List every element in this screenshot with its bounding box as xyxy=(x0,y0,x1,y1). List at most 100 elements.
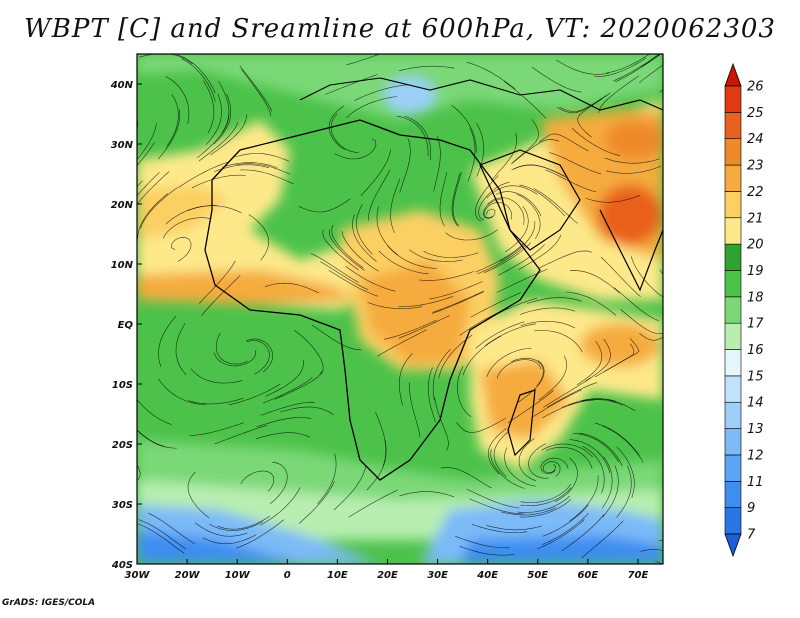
colorbar-box xyxy=(724,401,742,429)
y-tick-label: 40N xyxy=(110,80,134,91)
coastline-madagascar xyxy=(507,389,536,457)
streamline xyxy=(542,461,561,477)
streamline xyxy=(519,307,575,315)
streamline xyxy=(178,161,229,188)
streamline xyxy=(478,181,510,221)
streamline xyxy=(594,343,635,378)
streamline xyxy=(240,470,275,492)
colorbar-label: 19 xyxy=(747,264,764,279)
streamline xyxy=(546,382,598,408)
colorbar-box xyxy=(724,138,742,166)
colorbar-label: 22 xyxy=(747,185,764,200)
streamline xyxy=(554,457,578,502)
streamline xyxy=(546,446,593,469)
streamline xyxy=(367,169,391,221)
streamline xyxy=(190,368,243,384)
x-tick-label: 30W xyxy=(125,570,151,581)
streamline xyxy=(215,332,248,365)
colorbar-bottom-triangle xyxy=(724,533,742,558)
streamline xyxy=(569,475,599,522)
streamline xyxy=(378,250,429,274)
streamline xyxy=(398,65,455,71)
streamline xyxy=(137,171,170,206)
streamline xyxy=(409,249,463,262)
streamline xyxy=(462,335,502,376)
streamline xyxy=(137,523,185,554)
streamline xyxy=(137,123,157,161)
streamline xyxy=(475,321,525,349)
colorbar-label: 21 xyxy=(747,211,764,226)
streamline xyxy=(399,491,455,498)
streamline xyxy=(491,132,517,181)
streamline xyxy=(518,438,537,481)
colorbar-label: 20 xyxy=(747,238,764,253)
colorbar-label: 18 xyxy=(747,290,764,305)
streamline xyxy=(531,67,582,93)
streamline xyxy=(311,324,362,351)
streamline xyxy=(655,560,662,564)
streamline xyxy=(189,422,244,436)
streamline xyxy=(512,119,539,163)
streamline xyxy=(428,367,436,423)
streamline xyxy=(616,465,632,518)
streamline xyxy=(613,287,659,321)
streamline xyxy=(534,330,583,353)
streamline xyxy=(532,389,582,418)
streamline xyxy=(641,54,661,68)
streamline xyxy=(201,274,241,316)
streamline xyxy=(602,465,619,518)
streamline xyxy=(487,427,507,475)
streamline xyxy=(331,224,364,269)
streamline xyxy=(397,115,429,157)
streamline xyxy=(352,214,377,262)
streamline xyxy=(294,330,324,375)
streamline xyxy=(384,319,437,340)
streamline xyxy=(507,390,554,424)
streamline xyxy=(511,357,544,387)
field-red-north xyxy=(605,120,663,160)
streamline xyxy=(387,245,437,269)
streamline xyxy=(577,98,603,138)
streamline xyxy=(341,231,379,272)
streamline xyxy=(520,483,572,503)
streamline xyxy=(137,399,172,425)
axes: 30W 20W 10W 0 10E 20E 30E 40E 50E 60E 70E 40S 30S 20S… xyxy=(110,80,649,581)
colorbar-box xyxy=(724,454,742,482)
streamline xyxy=(495,191,542,217)
field-red-core xyxy=(598,185,662,245)
streamline xyxy=(188,397,244,405)
streamline xyxy=(571,127,621,157)
streamline xyxy=(517,360,545,404)
streamline xyxy=(500,220,536,262)
x-tick-label: 20W xyxy=(175,570,201,581)
streamline xyxy=(540,457,569,474)
streamline xyxy=(209,521,263,531)
streamline xyxy=(659,269,663,275)
streamline xyxy=(274,370,323,400)
streamline xyxy=(573,433,619,463)
streamline xyxy=(171,237,192,262)
streamline xyxy=(138,519,187,550)
streamline xyxy=(466,489,520,509)
streamline xyxy=(175,323,187,376)
streamline xyxy=(602,456,613,509)
streamline xyxy=(375,412,387,467)
streamline xyxy=(576,341,603,386)
colorbar-box xyxy=(724,164,742,192)
streamline xyxy=(235,519,284,549)
streamline xyxy=(213,93,232,145)
streamline xyxy=(555,59,610,75)
streamline xyxy=(260,401,315,416)
streamline xyxy=(139,54,193,65)
streamline xyxy=(137,464,141,481)
streamline xyxy=(423,251,479,258)
colorbar-box xyxy=(724,85,742,113)
streamline xyxy=(328,269,379,297)
streamline xyxy=(594,422,640,456)
streamline xyxy=(536,519,585,550)
streamline xyxy=(604,157,660,164)
streamline xyxy=(606,165,662,174)
streamline xyxy=(298,198,351,213)
y-tick-label: EQ xyxy=(118,320,134,331)
